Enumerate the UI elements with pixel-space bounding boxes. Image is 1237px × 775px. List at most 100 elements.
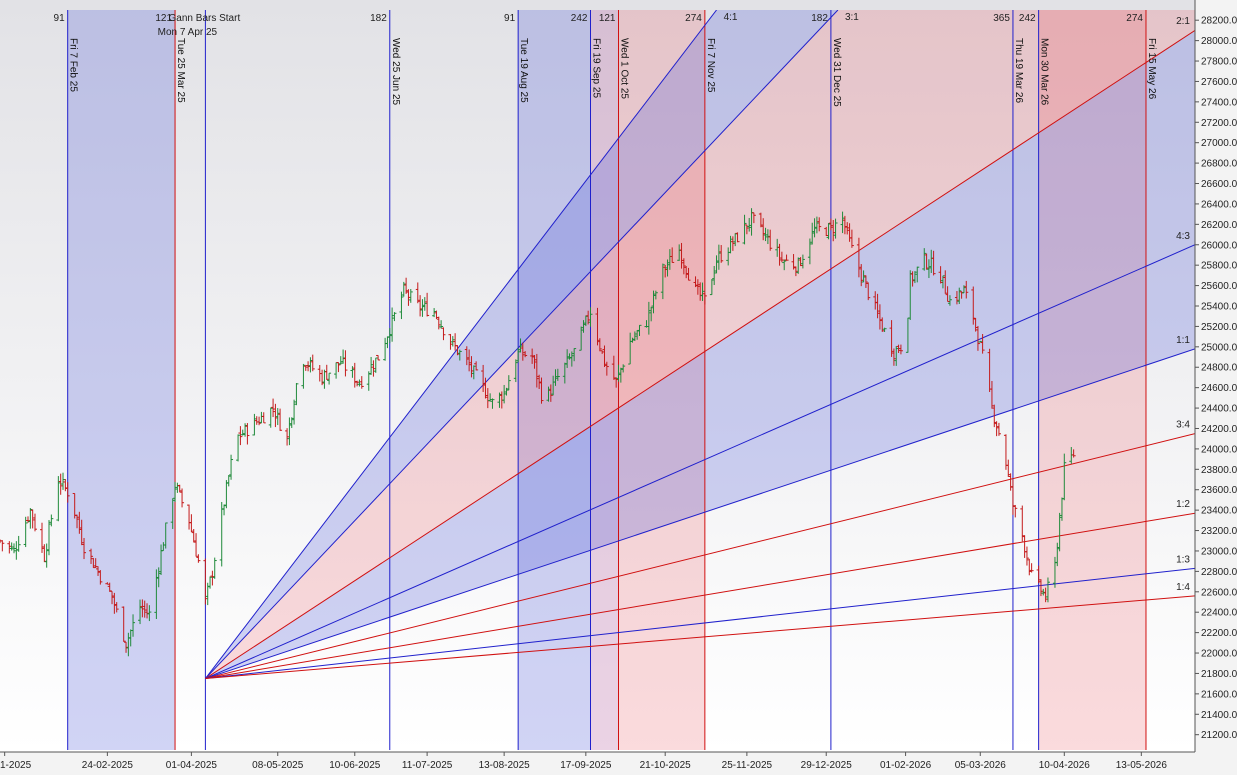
price-bar xyxy=(306,361,311,372)
price-bar xyxy=(1008,473,1013,491)
price-bar xyxy=(82,537,87,560)
price-bar xyxy=(924,253,929,270)
price-bar xyxy=(324,364,329,380)
price-bar xyxy=(91,557,96,569)
price-bar xyxy=(845,222,850,235)
price-bar xyxy=(581,320,586,333)
price-bar xyxy=(341,349,346,364)
price-bar xyxy=(481,364,486,393)
price-bar xyxy=(700,282,705,301)
price-bar xyxy=(665,259,670,277)
price-bar xyxy=(565,349,570,368)
price-bar xyxy=(366,371,371,391)
price-bar xyxy=(828,218,833,231)
price-bar xyxy=(530,348,535,364)
price-bar xyxy=(679,242,684,269)
price-bar xyxy=(702,293,707,305)
price-bar xyxy=(660,263,665,300)
y-tick-label: 24400.00 xyxy=(1201,404,1237,415)
price-bar xyxy=(457,349,462,361)
price-bar xyxy=(114,602,119,613)
price-bar xyxy=(455,345,460,356)
price-bar xyxy=(579,326,584,351)
price-bar xyxy=(947,295,952,306)
price-bar xyxy=(735,232,740,243)
price-bar xyxy=(684,265,689,279)
price-bar xyxy=(569,351,574,367)
x-tick-label: 08-05-2025 xyxy=(252,760,304,771)
price-bar xyxy=(856,237,861,278)
price-bar xyxy=(420,299,425,317)
price-bar xyxy=(77,511,82,534)
price-bar xyxy=(0,540,5,552)
vertical-line-count-4: 91 xyxy=(504,13,516,24)
price-bar xyxy=(826,223,831,240)
price-bar xyxy=(534,353,539,388)
price-bar xyxy=(1062,453,1067,501)
price-bar xyxy=(1013,504,1018,518)
price-bar xyxy=(28,508,33,529)
x-tick-label: 11-07-2025 xyxy=(402,760,453,771)
price-bar xyxy=(196,554,201,563)
price-bar xyxy=(63,478,68,492)
price-bar xyxy=(1041,588,1046,596)
y-tick-label: 25600.00 xyxy=(1201,281,1237,292)
gann-ray-label-3: 4:3 xyxy=(1176,231,1190,242)
y-tick-label: 24000.00 xyxy=(1201,444,1237,455)
price-bar xyxy=(303,365,308,371)
price-bar xyxy=(285,428,290,446)
price-bar xyxy=(145,603,150,619)
gann-ray-5 xyxy=(205,433,1195,680)
gann-ray-label-0: 4:1 xyxy=(724,12,738,23)
gann-ray-7 xyxy=(205,567,1195,680)
price-bar xyxy=(467,349,472,372)
y-tick-label: 25800.00 xyxy=(1201,261,1237,272)
price-bar xyxy=(681,258,686,275)
x-tick-label: 10-04-2026 xyxy=(1039,760,1091,771)
price-bar xyxy=(621,364,626,373)
price-bar xyxy=(961,285,966,294)
price-bar xyxy=(338,356,343,365)
price-bar xyxy=(56,476,61,522)
vertical-line-count-7: 274 xyxy=(685,13,702,24)
price-bar xyxy=(812,218,817,238)
price-bar xyxy=(275,408,280,426)
price-bar xyxy=(359,376,364,389)
plot-background xyxy=(0,0,1195,752)
price-bar xyxy=(1055,542,1060,567)
price-bar xyxy=(75,514,80,529)
price-bar xyxy=(996,422,1001,436)
price-bar xyxy=(971,286,976,325)
price-bar xyxy=(392,312,397,322)
y-tick-label: 21600.00 xyxy=(1201,689,1237,700)
price-bar xyxy=(604,361,609,376)
price-bar xyxy=(271,398,276,418)
price-bar xyxy=(371,360,376,377)
price-bar xyxy=(238,426,243,446)
price-bar xyxy=(758,212,763,228)
price-bar xyxy=(44,543,49,568)
price-bar xyxy=(355,380,360,387)
vertical-line-count-9: 365 xyxy=(993,13,1010,24)
vertical-line-label-8: Wed 31 Dec 25 xyxy=(831,38,842,107)
price-bar xyxy=(504,387,509,396)
chart-labels: Fri 7 Feb 25 91 Tue 25 Mar 25 121 Wed 25 Jun… xyxy=(54,12,1191,593)
price-bar xyxy=(1006,459,1011,477)
vertical-line-count-10: 242 xyxy=(1019,13,1036,24)
gann-bars-start-date: Mon 7 Apr 25 xyxy=(158,27,218,38)
price-bar xyxy=(553,369,558,386)
price-bar xyxy=(532,355,537,369)
price-bar xyxy=(124,641,129,653)
gann-ray-label-8: 1:4 xyxy=(1176,582,1190,593)
vertical-line-count-0: 91 xyxy=(54,13,66,24)
price-bar xyxy=(520,342,525,361)
price-bar xyxy=(33,513,38,532)
y-tick-label: 27400.00 xyxy=(1201,97,1237,108)
y-tick-label: 26400.00 xyxy=(1201,199,1237,210)
price-bar xyxy=(98,570,103,585)
price-bar xyxy=(931,250,936,276)
price-bar xyxy=(989,380,994,409)
price-bar xyxy=(516,347,521,363)
price-bar xyxy=(488,393,493,402)
price-bar xyxy=(1020,505,1025,542)
